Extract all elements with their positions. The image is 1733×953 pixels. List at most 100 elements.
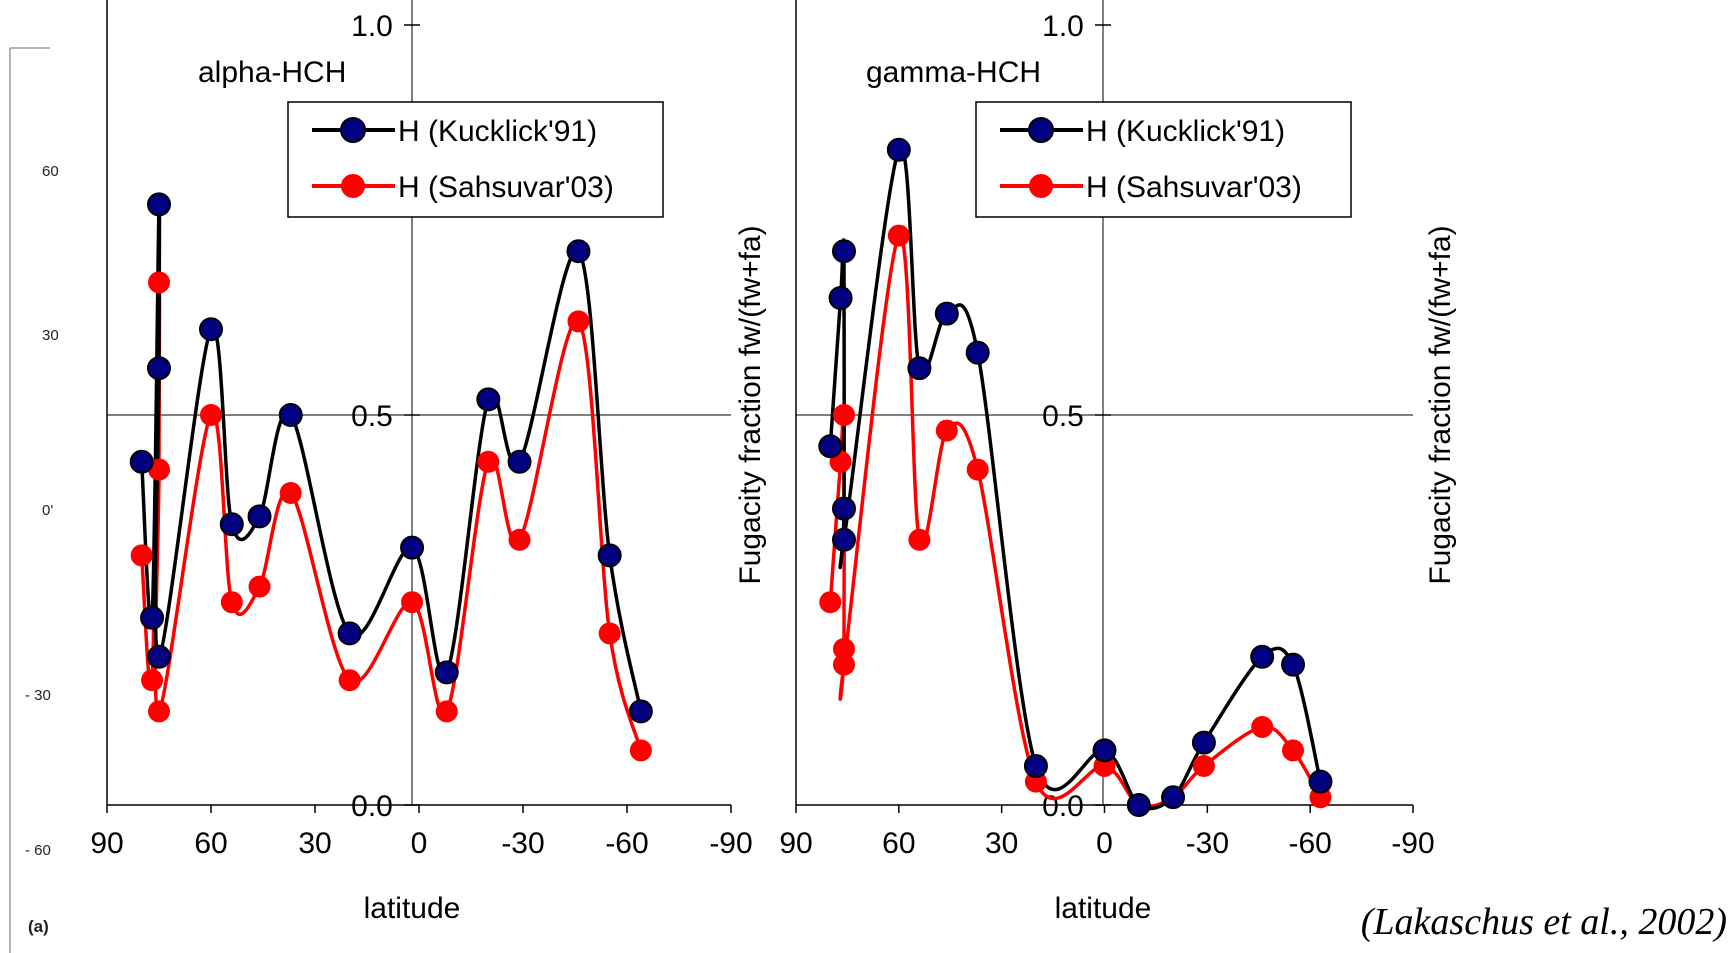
data-point-kucklick <box>1281 652 1306 677</box>
data-point-kucklick <box>147 192 171 217</box>
bg-lat-label: - 30 <box>25 687 51 704</box>
data-point-kucklick <box>199 317 223 342</box>
x-tick-label: -90 <box>709 827 752 860</box>
legend: H (Kucklick'91) H (Sahsuvar'03) <box>287 101 664 218</box>
data-point-kucklick <box>337 621 362 646</box>
data-point-sahsuvar <box>148 700 170 723</box>
bg-lat-label: 60 <box>42 163 59 180</box>
data-point-kucklick <box>1023 754 1048 778</box>
data-point-sahsuvar <box>338 669 361 692</box>
data-point-kucklick <box>1126 793 1151 817</box>
panel-title: alpha-HCH <box>198 56 346 89</box>
data-point-kucklick <box>507 449 532 474</box>
x-tick-label: 0 <box>1096 827 1113 860</box>
x-tick-label: 60 <box>882 827 915 860</box>
series-markers <box>818 137 1333 817</box>
data-point-kucklick <box>129 449 154 474</box>
data-point-kucklick <box>1161 785 1186 810</box>
legend-swatch-marker-sahsuvar <box>341 174 365 198</box>
x-axis-ticks: 90 60 30 0 -30 -60 -90 <box>90 805 753 860</box>
data-point-sahsuvar <box>966 458 989 481</box>
x-tick-label: -60 <box>605 827 648 860</box>
x-axis-label: latitude <box>1055 892 1152 925</box>
data-point-sahsuvar <box>1282 739 1305 762</box>
data-point-kucklick <box>140 605 165 630</box>
y-axis-label: Fugacity fraction fw/(fw+fa) <box>734 225 767 584</box>
bg-lat-label: 0' <box>42 502 53 519</box>
data-point-sahsuvar <box>1192 755 1215 777</box>
data-point-sahsuvar <box>248 575 271 598</box>
data-point-sahsuvar <box>832 638 855 660</box>
data-point-kucklick <box>831 239 856 264</box>
data-point-sahsuvar <box>148 271 170 294</box>
series-markers <box>129 192 653 762</box>
data-point-kucklick <box>907 356 932 381</box>
data-point-kucklick <box>476 387 501 412</box>
data-point-kucklick <box>831 527 856 552</box>
y-axis-ticks: 0.0 0.5 1.0 <box>351 10 420 823</box>
data-point-kucklick <box>1092 738 1117 763</box>
y-tick-label: 1.0 <box>351 10 393 43</box>
x-tick-label: 60 <box>194 827 227 860</box>
x-tick-label: 90 <box>90 827 123 860</box>
y-tick-label: 1.0 <box>1042 10 1084 43</box>
x-tick-label: -30 <box>1186 827 1229 860</box>
x-axis-label: latitude <box>364 892 461 925</box>
data-point-kucklick <box>219 512 244 537</box>
data-point-sahsuvar <box>832 404 855 426</box>
data-point-kucklick <box>147 356 171 381</box>
legend-swatch-marker-sahsuvar <box>1029 174 1053 198</box>
data-point-kucklick <box>400 535 425 560</box>
y-axis-label: Fugacity fraction fw/(fw+fa) <box>1424 225 1457 584</box>
data-point-sahsuvar <box>148 458 170 481</box>
data-point-sahsuvar <box>141 669 164 692</box>
data-point-sahsuvar <box>1251 716 1274 738</box>
chart-panel-alpha-hch: 90 60 30 0 -30 -60 -90 0.0 0.5 1.0 alpha-HCH lat… <box>90 0 767 925</box>
x-tick-label: -30 <box>501 827 544 860</box>
data-point-sahsuvar <box>908 528 931 551</box>
data-point-kucklick <box>1250 644 1275 669</box>
data-point-sahsuvar <box>130 544 153 567</box>
data-point-kucklick <box>1191 730 1216 755</box>
bg-lat-label: - 60 <box>25 842 51 859</box>
citation: (Lakaschus et al., 2002) <box>1360 901 1727 943</box>
background-map-axis: 60 30 0' - 30 - 60 (a) <box>9 47 59 953</box>
bg-lat-label: 30 <box>42 327 59 344</box>
legend-label-sahsuvar: H (Sahsuvar'03) <box>1086 171 1302 204</box>
legend-label-kucklick: H (Kucklick'91) <box>1086 115 1285 148</box>
x-tick-label: -60 <box>1288 827 1331 860</box>
data-point-kucklick <box>934 301 959 326</box>
data-point-kucklick <box>247 504 272 529</box>
data-point-kucklick <box>628 699 653 724</box>
data-point-kucklick <box>597 543 622 568</box>
data-point-kucklick <box>886 137 911 162</box>
data-point-sahsuvar <box>200 404 222 426</box>
panel-title: gamma-HCH <box>866 56 1041 89</box>
legend-label-kucklick: H (Kucklick'91) <box>398 115 597 148</box>
x-tick-label: 90 <box>779 827 812 860</box>
data-point-kucklick <box>434 660 459 685</box>
data-point-sahsuvar <box>819 591 842 614</box>
legend: H (Kucklick'91) H (Sahsuvar'03) <box>975 101 1352 218</box>
y-tick-label: 0.0 <box>351 790 393 823</box>
x-axis-ticks: 90 60 30 0 -30 -60 -90 <box>779 805 1435 860</box>
data-point-kucklick <box>831 496 856 521</box>
data-point-sahsuvar <box>832 653 855 676</box>
data-point-sahsuvar <box>567 310 590 333</box>
data-point-sahsuvar <box>887 224 910 247</box>
bg-panel-tag: (a) <box>28 917 49 936</box>
data-point-kucklick <box>818 434 843 459</box>
data-point-sahsuvar <box>598 622 621 645</box>
data-point-sahsuvar <box>220 591 243 614</box>
legend-swatch-marker-kucklick <box>1028 117 1054 143</box>
data-point-sahsuvar <box>477 450 500 473</box>
legend-label-sahsuvar: H (Sahsuvar'03) <box>398 171 614 204</box>
y-axis-ticks: 0.00.51.0 <box>1042 10 1111 823</box>
y-tick-label: 0.5 <box>1042 400 1084 433</box>
legend-swatch-marker-kucklick <box>340 117 366 143</box>
data-point-sahsuvar <box>401 591 424 614</box>
y-tick-label: 0.5 <box>351 400 393 433</box>
chart-panel-gamma-hch: 90 60 30 0 -30 -60 -90 0.00.51.0 gamma-HCH lat… <box>779 0 1457 925</box>
data-point-kucklick <box>147 644 171 669</box>
data-point-kucklick <box>965 340 990 365</box>
